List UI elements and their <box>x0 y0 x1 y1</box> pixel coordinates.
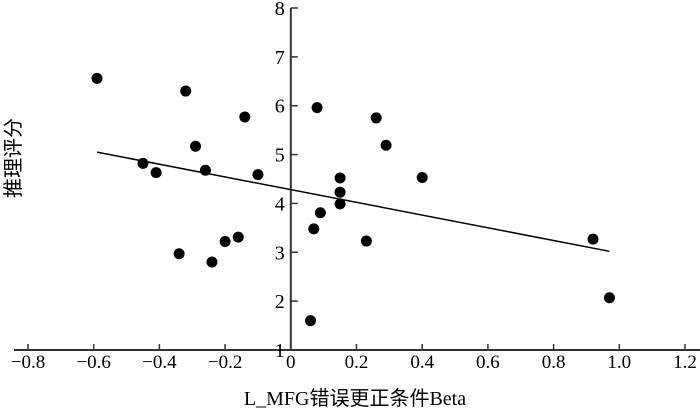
x-tick-label: −0.6 <box>76 352 110 373</box>
data-point <box>334 198 346 210</box>
y-axis-label: 推理评分 <box>2 118 25 198</box>
regression-line <box>96 151 610 253</box>
y-tick-label: 6 <box>275 96 285 118</box>
y-tick-label: 3 <box>275 242 285 264</box>
data-point <box>305 315 317 327</box>
data-point <box>334 172 346 184</box>
data-point <box>416 172 428 184</box>
data-point <box>137 157 149 169</box>
x-tick-label: 1.0 <box>607 352 631 373</box>
data-point <box>150 167 162 179</box>
data-point <box>91 72 103 84</box>
y-tick-label: 2 <box>275 291 285 313</box>
x-tick-label: −0.8 <box>11 352 45 373</box>
x-tick-label: 0.6 <box>476 352 500 373</box>
y-tick-label: 1 <box>275 340 285 362</box>
x-axis-label: L_MFG错误更正条件Beta <box>244 387 466 410</box>
data-point <box>173 248 185 260</box>
x-tick-label: 0.4 <box>410 352 434 373</box>
data-point <box>199 164 211 176</box>
data-point <box>360 235 372 247</box>
data-point <box>603 292 615 304</box>
data-point <box>232 231 244 243</box>
data-point <box>206 256 218 268</box>
data-point <box>190 140 202 152</box>
data-point <box>587 233 599 245</box>
data-point <box>311 102 323 114</box>
data-point <box>308 223 320 235</box>
x-tick-label: −0.4 <box>142 352 177 373</box>
data-point <box>380 139 392 151</box>
x-tick-label: 0 <box>286 352 296 373</box>
x-tick-label: 1.2 <box>673 352 697 373</box>
x-tick-label: 0.8 <box>542 352 566 373</box>
data-point <box>180 85 192 97</box>
y-tick-label: 5 <box>275 145 285 167</box>
x-tick-label: −0.2 <box>208 352 242 373</box>
data-point <box>252 169 264 181</box>
y-tick-label: 4 <box>275 193 285 215</box>
data-point <box>314 207 326 219</box>
y-tick-label: 8 <box>275 0 285 20</box>
data-point <box>370 112 382 124</box>
data-point <box>219 236 231 248</box>
x-tick-label: 0.2 <box>345 352 369 373</box>
y-tick-label: 7 <box>275 47 285 69</box>
data-point <box>334 186 346 198</box>
data-point <box>239 111 251 123</box>
